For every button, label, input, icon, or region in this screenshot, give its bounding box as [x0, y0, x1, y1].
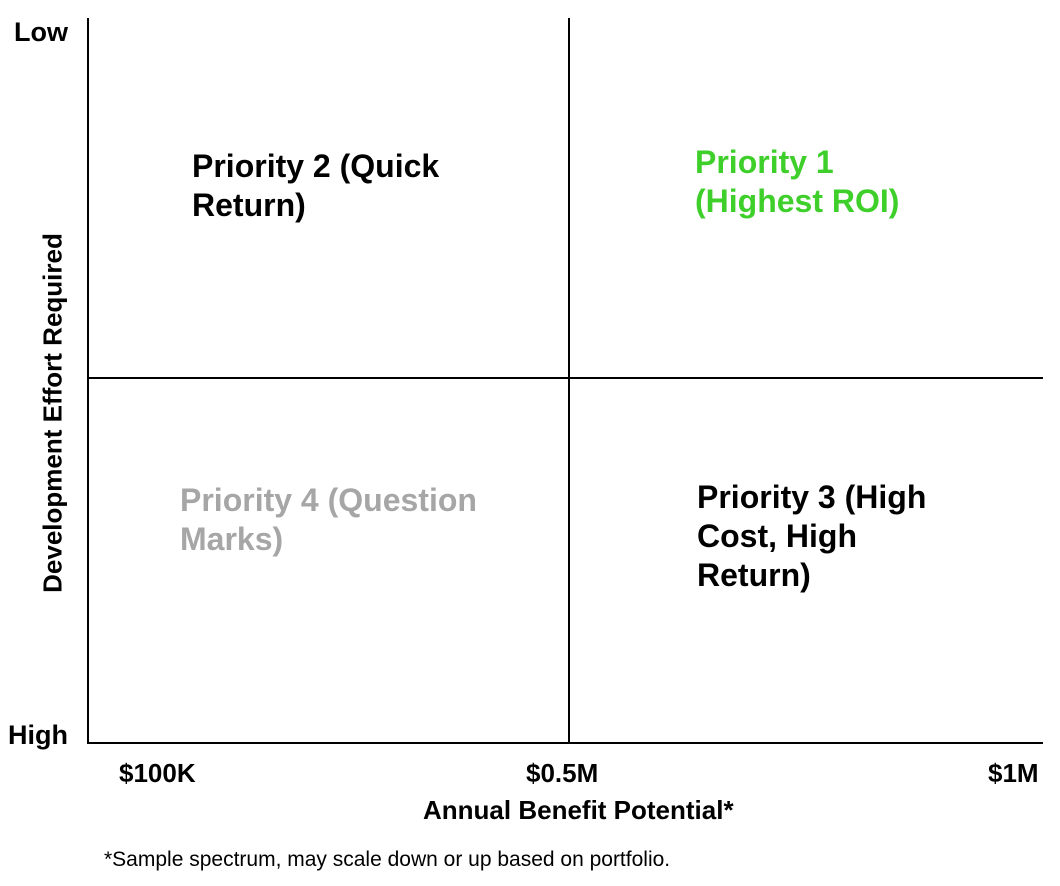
y-axis-top-label: Low	[14, 17, 68, 47]
x-tick-label-middle: $0.5M	[526, 758, 599, 788]
horizontal-divider	[87, 377, 1043, 379]
x-axis-line	[87, 742, 1043, 744]
quadrant-bottom-left-label: Priority 4 (Question Marks)	[180, 482, 477, 557]
x-tick-label-left: $100K	[119, 758, 196, 788]
y-axis-line	[87, 18, 89, 744]
quadrant-top-left-label: Priority 2 (Quick Return)	[192, 148, 440, 223]
quadrant-top-right-label: Priority 1 (Highest ROI)	[695, 144, 900, 219]
x-axis-title: Annual Benefit Potential*	[423, 795, 734, 825]
footnote: *Sample spectrum, may scale down or up b…	[104, 848, 671, 871]
vertical-divider	[568, 18, 570, 744]
x-tick-label-right: $1M	[988, 758, 1039, 788]
y-axis-bottom-label: High	[8, 720, 68, 750]
y-axis-title: Development Effort Required	[37, 233, 68, 593]
quadrant-bottom-right-label: Priority 3 (High Cost, High Return)	[697, 479, 927, 593]
